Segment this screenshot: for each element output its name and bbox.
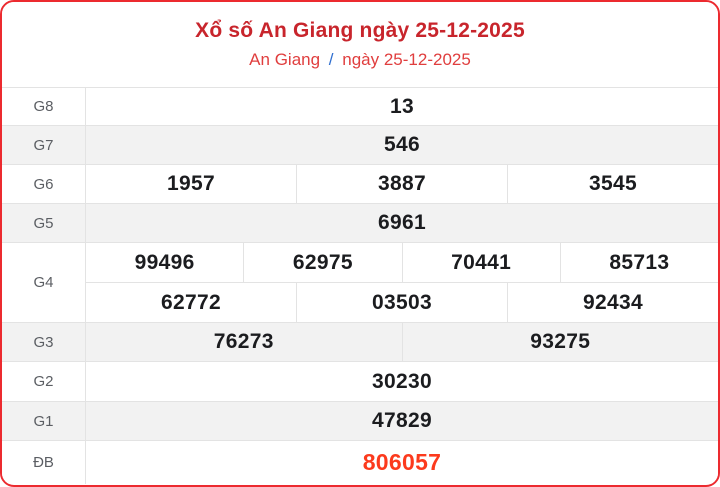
prize-numbers-group: 1957 3887 3545 [86, 165, 718, 203]
table-row-g1: G1 47829 [2, 401, 718, 440]
breadcrumb-province-link[interactable]: An Giang [249, 50, 321, 69]
prize-numbers-group: 76273 93275 [86, 323, 718, 361]
prize-number-line: 47829 [86, 402, 718, 440]
prize-number: 99496 [86, 243, 245, 282]
breadcrumb-separator: / [328, 50, 334, 69]
table-row-g2: G2 30230 [2, 361, 718, 401]
prize-number-line: 806057 [86, 441, 718, 484]
table-row-g4: G4 99496 62975 70441 85713 62772 03503 92434 [2, 242, 718, 322]
prize-number-line: 1957 3887 3545 [86, 165, 718, 203]
table-row-g7: G7 546 [2, 125, 718, 164]
prize-number: 47829 [372, 409, 432, 432]
prize-number: 70441 [403, 243, 561, 282]
prize-label: ĐB [2, 441, 86, 484]
prize-label: G3 [2, 323, 86, 361]
prize-number: 3545 [589, 172, 637, 195]
prize-number-line: 6961 [86, 204, 718, 242]
prize-label: G4 [2, 243, 86, 322]
prize-number: 13 [390, 94, 414, 118]
prize-number-line: 99496 62975 70441 85713 [86, 243, 718, 282]
prize-label: G2 [2, 362, 86, 401]
page-title: Xổ số An Giang ngày 25-12-2025 [195, 19, 525, 42]
prize-label: G6 [2, 165, 86, 203]
prize-number: 93275 [530, 330, 591, 353]
prize-numbers-group: 806057 [86, 441, 718, 484]
prize-number: 03503 [297, 283, 508, 322]
prize-label: G1 [2, 402, 86, 440]
prize-label: G5 [2, 204, 86, 242]
table-row-g6: G6 1957 3887 3545 [2, 164, 718, 203]
prize-number: 806057 [362, 449, 442, 475]
prize-number: 62772 [86, 283, 297, 322]
table-row-g3: G3 76273 93275 [2, 322, 718, 361]
prize-number-line: 546 [86, 126, 718, 164]
prize-numbers-group: 546 [86, 126, 718, 164]
breadcrumb: An Giang / ngày 25-12-2025 [249, 50, 471, 70]
table-row-g5: G5 6961 [2, 203, 718, 242]
prize-numbers-group: 30230 [86, 362, 718, 401]
prize-number: 76273 [86, 323, 403, 361]
prize-numbers-group: 13 [86, 88, 718, 125]
table-row-g8: G8 13 [2, 87, 718, 125]
prize-number: 85713 [609, 250, 670, 274]
breadcrumb-date: ngày 25-12-2025 [342, 50, 471, 69]
prize-number-line: 30230 [86, 362, 718, 401]
prize-number: 546 [384, 133, 420, 156]
prize-number: 30230 [372, 369, 432, 393]
prize-number: 92434 [583, 290, 643, 314]
prize-number: 62975 [244, 243, 403, 282]
prize-number: 1957 [86, 165, 297, 203]
prize-numbers-group: 6961 [86, 204, 718, 242]
prize-number-line: 13 [86, 88, 718, 125]
prize-label: G8 [2, 88, 86, 125]
results-table: G8 13 G7 546 G6 1957 3887 3545 G5 6961 G4 99496 6297… [2, 87, 718, 484]
prize-number-line: 76273 93275 [86, 323, 718, 361]
prize-numbers-group: 99496 62975 70441 85713 62772 03503 92434 [86, 243, 718, 322]
card-header: Xổ số An Giang ngày 25-12-2025 An Giang … [2, 2, 718, 87]
prize-numbers-group: 47829 [86, 402, 718, 440]
table-row-đb: ĐB 806057 [2, 440, 718, 484]
prize-number: 3887 [297, 165, 508, 203]
prize-label: G7 [2, 126, 86, 164]
prize-number: 6961 [378, 211, 426, 234]
prize-number-line: 62772 03503 92434 [86, 282, 718, 322]
